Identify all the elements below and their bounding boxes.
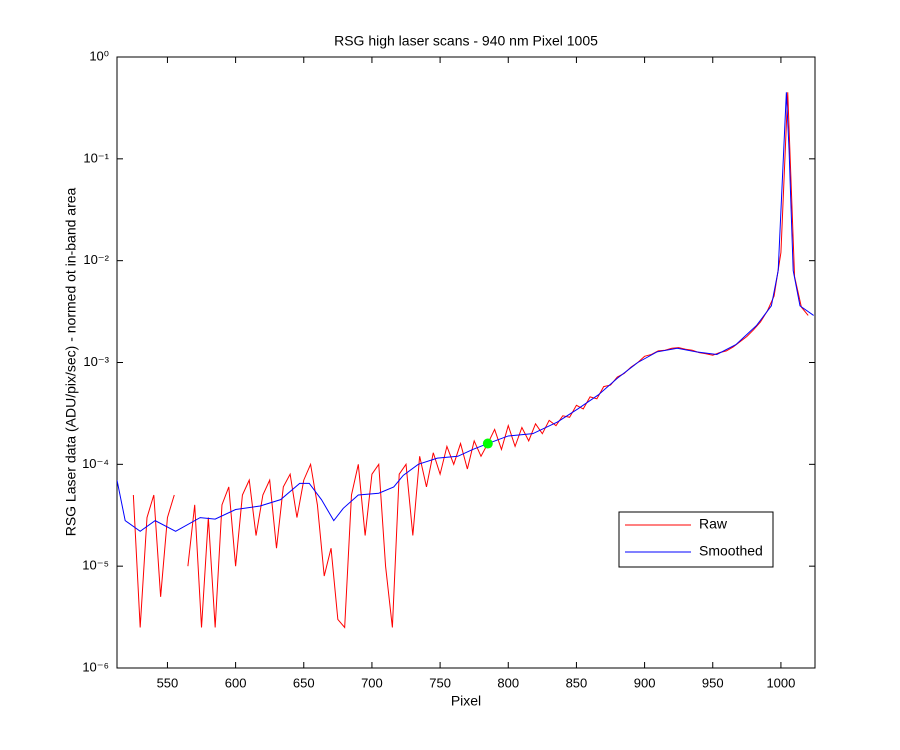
y-axis-label: RSG Laser data (ADU/pix/sec) - normed ot… bbox=[63, 187, 79, 536]
y-tick-label: 10⁻⁴ bbox=[82, 456, 109, 471]
legend-label: Smoothed bbox=[699, 543, 763, 559]
x-tick-label: 850 bbox=[566, 675, 588, 690]
legend-label: Raw bbox=[699, 516, 728, 532]
x-tick-label: 950 bbox=[702, 675, 724, 690]
x-tick-label: 900 bbox=[634, 675, 656, 690]
highlight-point bbox=[482, 438, 493, 449]
chart-title: RSG high laser scans - 940 nm Pixel 1005 bbox=[334, 33, 598, 49]
y-tick-label: 10⁰ bbox=[89, 48, 109, 63]
y-tick-label: 10⁻³ bbox=[83, 354, 109, 369]
x-axis-label: Pixel bbox=[451, 693, 481, 709]
legend-box bbox=[618, 511, 774, 568]
y-tick-label: 10⁻⁵ bbox=[82, 558, 109, 573]
x-tick-label: 650 bbox=[293, 675, 315, 690]
x-tick-label: 1000 bbox=[766, 675, 795, 690]
y-tick-label: 10⁻¹ bbox=[83, 150, 109, 165]
y-tick-label: 10⁻² bbox=[83, 252, 109, 267]
line-series bbox=[117, 92, 814, 532]
x-tick-label: 600 bbox=[225, 675, 247, 690]
x-tick-label: 700 bbox=[361, 675, 383, 690]
y-tick-label: 10⁻⁶ bbox=[82, 659, 109, 674]
x-tick-label: 750 bbox=[429, 675, 451, 690]
x-tick-label: 800 bbox=[497, 675, 519, 690]
x-tick-label: 550 bbox=[157, 675, 179, 690]
